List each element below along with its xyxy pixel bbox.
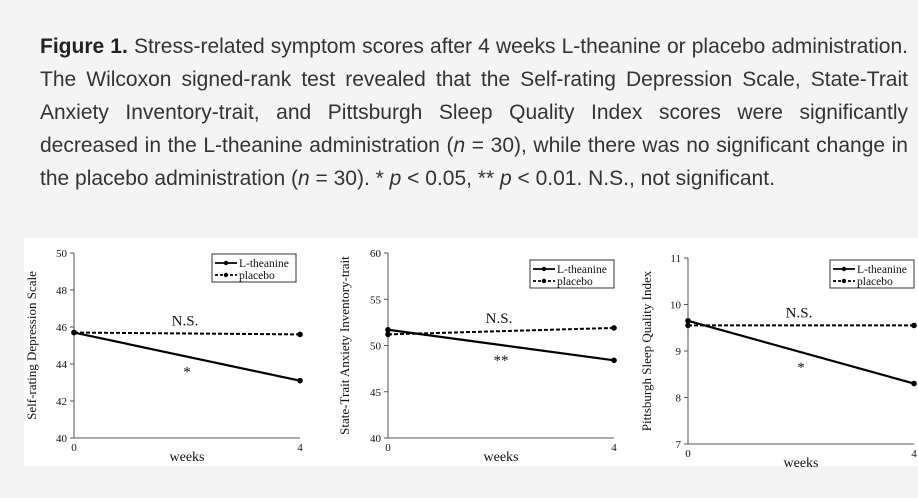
chart1-ns-annotation: N.S. (172, 313, 199, 329)
chart3-ns-annotation: N.S. (786, 305, 813, 321)
chart1-y-tick-label-4: 48 (56, 285, 68, 297)
chart3-legend-marker-0 (841, 266, 847, 272)
chart3-x-axis-label: weeks (784, 456, 819, 471)
chart2-placebo-line (387, 326, 615, 336)
chart3-legend-box (829, 259, 915, 289)
chart3-y-tick-label-4: 11 (670, 253, 681, 265)
chart1-y-axis-label: Self-rating Depression Scale (24, 271, 39, 420)
chart1-legend-marker-1 (223, 272, 229, 278)
chart1-y-tick-label-0: 40 (56, 433, 68, 445)
chart2-x-axis-label: weeks (484, 450, 519, 465)
chart2-y-tick-label-2: 50 (370, 341, 382, 353)
chart1-theanine-line (73, 331, 301, 382)
chart3-y-tick-label-1: 8 (676, 393, 682, 405)
chart3-legend-label-0: L-theanine (857, 264, 907, 276)
chart1-placebo-point-1 (297, 331, 303, 338)
chart3-x-tick-label-1: 4 (911, 448, 917, 460)
chart2-y-tick-label-1: 45 (370, 387, 382, 399)
caption-italic-n2: n (297, 167, 310, 190)
caption-italic-n1: n (453, 134, 466, 157)
caption-label: Figure 1. (40, 35, 128, 58)
chart3-y-tick-label-0: 7 (676, 439, 682, 451)
chart2-theanine-point-1 (611, 357, 617, 364)
chart1-y-tick-label-1: 42 (56, 396, 67, 408)
chart2-y-tick-label-0: 40 (370, 433, 382, 445)
chart2-legend-marker-0 (541, 266, 547, 272)
chart3-sig-annotation: * (797, 360, 805, 376)
chart3-theanine-point-1 (911, 380, 917, 387)
chart1-y-tick-label-5: 50 (56, 248, 68, 260)
chart3-theanine-line (687, 319, 915, 385)
chart2-theanine-line (387, 328, 615, 362)
caption-text-1: Stress-related symptom scores after 4 we… (40, 35, 908, 157)
chart2-ns-annotation: N.S. (486, 311, 513, 327)
chart1-placebo-line (73, 331, 301, 336)
chart2-legend-box (529, 259, 615, 289)
caption-italic-p1: p (389, 167, 402, 190)
caption-text-2: = 30), while there was no significant ch… (40, 134, 908, 190)
chart2-placebo-point-0 (385, 331, 391, 338)
chart2-y-axis-label: State-Trait Anxiety Inventory-trait (337, 256, 352, 435)
chart1-x-tick-label-0: 0 (71, 442, 77, 454)
chart1-legend-marker-0 (223, 260, 229, 266)
chart1-y-tick-label-2: 44 (56, 359, 68, 371)
chart1-x-tick-label-1: 4 (297, 442, 303, 454)
caption-text-5: < 0.01. N.S., not significant. (511, 167, 775, 190)
chart3-placebo-point-0 (685, 322, 691, 329)
chart1-legend-label-0: L-theanine (239, 258, 289, 270)
chart1-y-tick-label-3: 46 (56, 322, 68, 334)
chart3-legend-marker-1 (841, 278, 847, 284)
chart1-theanine-point-1 (297, 377, 303, 384)
chart2-placebo-point-1 (611, 325, 617, 331)
figure-caption: Figure 1. Stress-related symptom scores … (40, 30, 908, 195)
chart2-x-tick-label-1: 4 (611, 442, 617, 454)
figure-panel (24, 238, 918, 466)
chart3-legend-label-1: placebo (857, 276, 893, 288)
chart1-legend-label-1: placebo (239, 270, 275, 282)
chart3-y-tick-label-3: 10 (670, 300, 682, 312)
chart3-y-tick-label-2: 9 (676, 346, 682, 358)
chart2-legend-marker-1 (541, 278, 547, 284)
chart3-y-axis-label: Pittsburgh Sleep Quality Index (639, 270, 654, 431)
caption-text-3: = 30). * (309, 167, 390, 190)
chart2-x-tick-label-0: 0 (385, 442, 391, 454)
chart1-legend-box (211, 253, 297, 283)
chart1-x-axis-label: weeks (170, 450, 205, 465)
chart3-x-tick-label-0: 0 (685, 448, 691, 460)
chart2-legend-label-0: L-theanine (557, 264, 607, 276)
caption-italic-p2: p (499, 167, 512, 190)
chart2-theanine-point-0 (385, 326, 391, 333)
chart3-placebo-point-1 (911, 322, 917, 329)
chart1-sig-annotation: * (183, 365, 191, 381)
chart2-legend-label-1: placebo (557, 276, 593, 288)
chart2-sig-annotation: ** (494, 353, 509, 369)
chart3-theanine-point-0 (685, 317, 691, 324)
chart1-placebo-point-0 (71, 329, 77, 336)
chart2-y-tick-label-4: 60 (370, 248, 382, 260)
caption-text-4: < 0.05, ** (401, 167, 500, 190)
chart2-y-tick-label-3: 55 (370, 294, 382, 306)
